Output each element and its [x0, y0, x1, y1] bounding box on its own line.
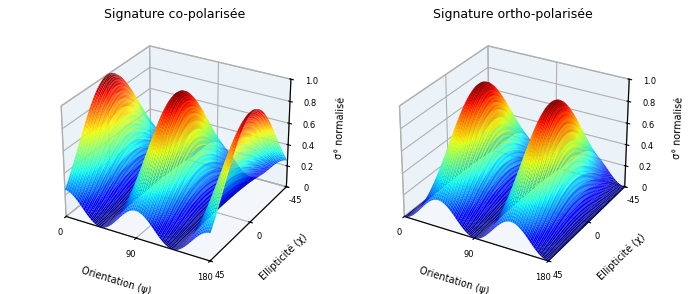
Y-axis label: Ellipticité (χ): Ellipticité (χ) — [596, 231, 647, 282]
Y-axis label: Ellipticité (χ): Ellipticité (χ) — [257, 231, 309, 282]
Title: Signature co-polarisée: Signature co-polarisée — [104, 8, 246, 21]
X-axis label: Orientation (ψ): Orientation (ψ) — [418, 265, 491, 294]
Title: Signature ortho-polarisée: Signature ortho-polarisée — [433, 8, 593, 21]
X-axis label: Orientation (ψ): Orientation (ψ) — [80, 265, 152, 294]
